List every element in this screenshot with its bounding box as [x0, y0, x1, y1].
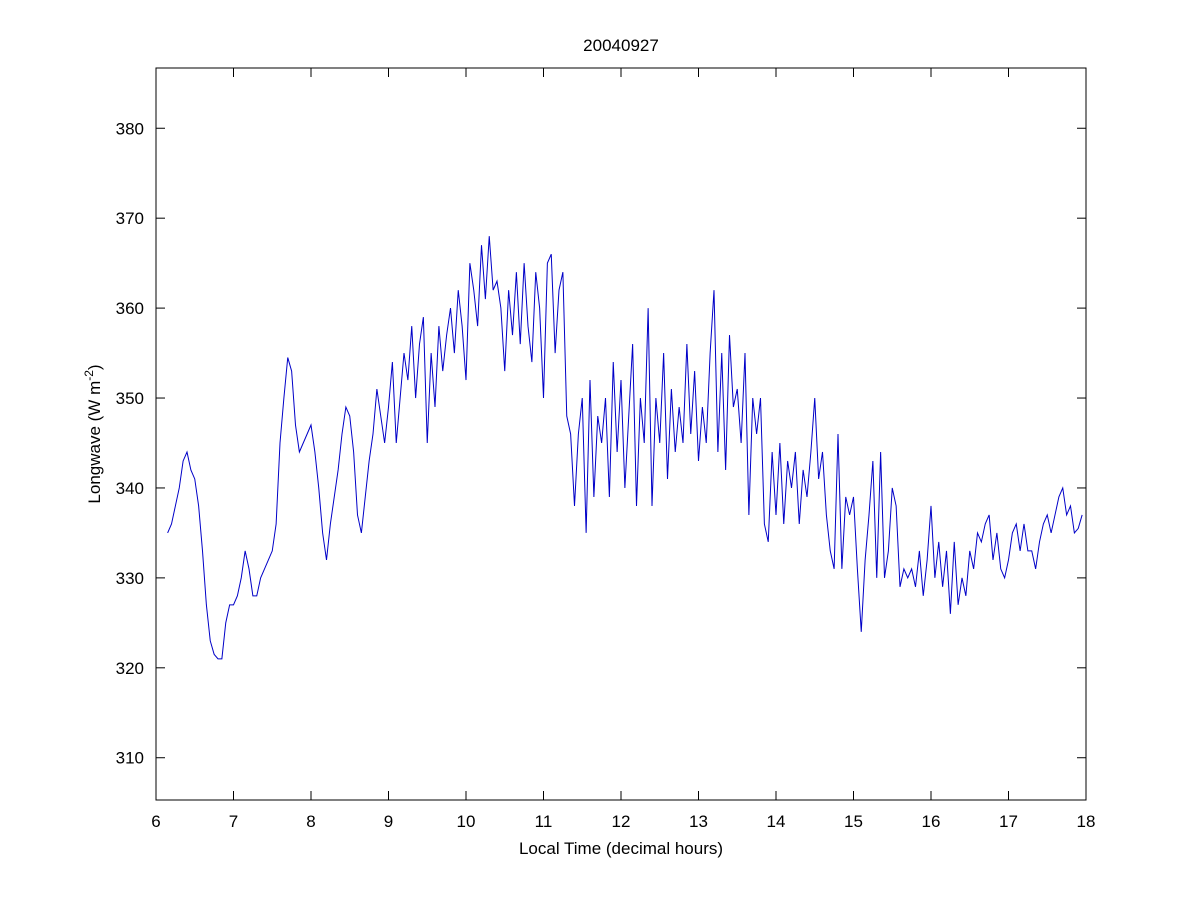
- x-tick-label: 17: [999, 812, 1018, 831]
- x-tick-label: 12: [612, 812, 631, 831]
- x-axis-label: Local Time (decimal hours): [519, 839, 723, 858]
- y-axis-label: Longwave (W m-2): [82, 364, 104, 503]
- y-tick-label: 330: [116, 569, 144, 588]
- x-tick-label: 15: [844, 812, 863, 831]
- x-tick-label: 6: [151, 812, 160, 831]
- x-tick-label: 16: [922, 812, 941, 831]
- x-tick-label: 18: [1077, 812, 1096, 831]
- y-tick-label: 360: [116, 299, 144, 318]
- y-tick-label: 320: [116, 659, 144, 678]
- y-label-end: ): [85, 364, 104, 370]
- y-tick-label: 350: [116, 389, 144, 408]
- x-tick-label: 13: [689, 812, 708, 831]
- y-label-superscript: -2: [82, 370, 96, 381]
- x-tick-label: 11: [535, 812, 553, 831]
- x-tick-label: 9: [384, 812, 393, 831]
- y-tick-label: 370: [116, 209, 144, 228]
- y-tick-label: 340: [116, 479, 144, 498]
- x-tick-label: 8: [306, 812, 315, 831]
- x-tick-label: 7: [229, 812, 238, 831]
- plot-frame: [155, 67, 1087, 801]
- y-tick-label: 380: [116, 119, 144, 138]
- y-tick-label: 310: [116, 749, 144, 768]
- data-line: [167, 236, 1083, 660]
- x-tick-label: 10: [457, 812, 476, 831]
- y-label-main: Longwave (W m: [85, 381, 104, 504]
- x-tick-label: 14: [767, 812, 786, 831]
- chart-title: 20040927: [583, 36, 659, 55]
